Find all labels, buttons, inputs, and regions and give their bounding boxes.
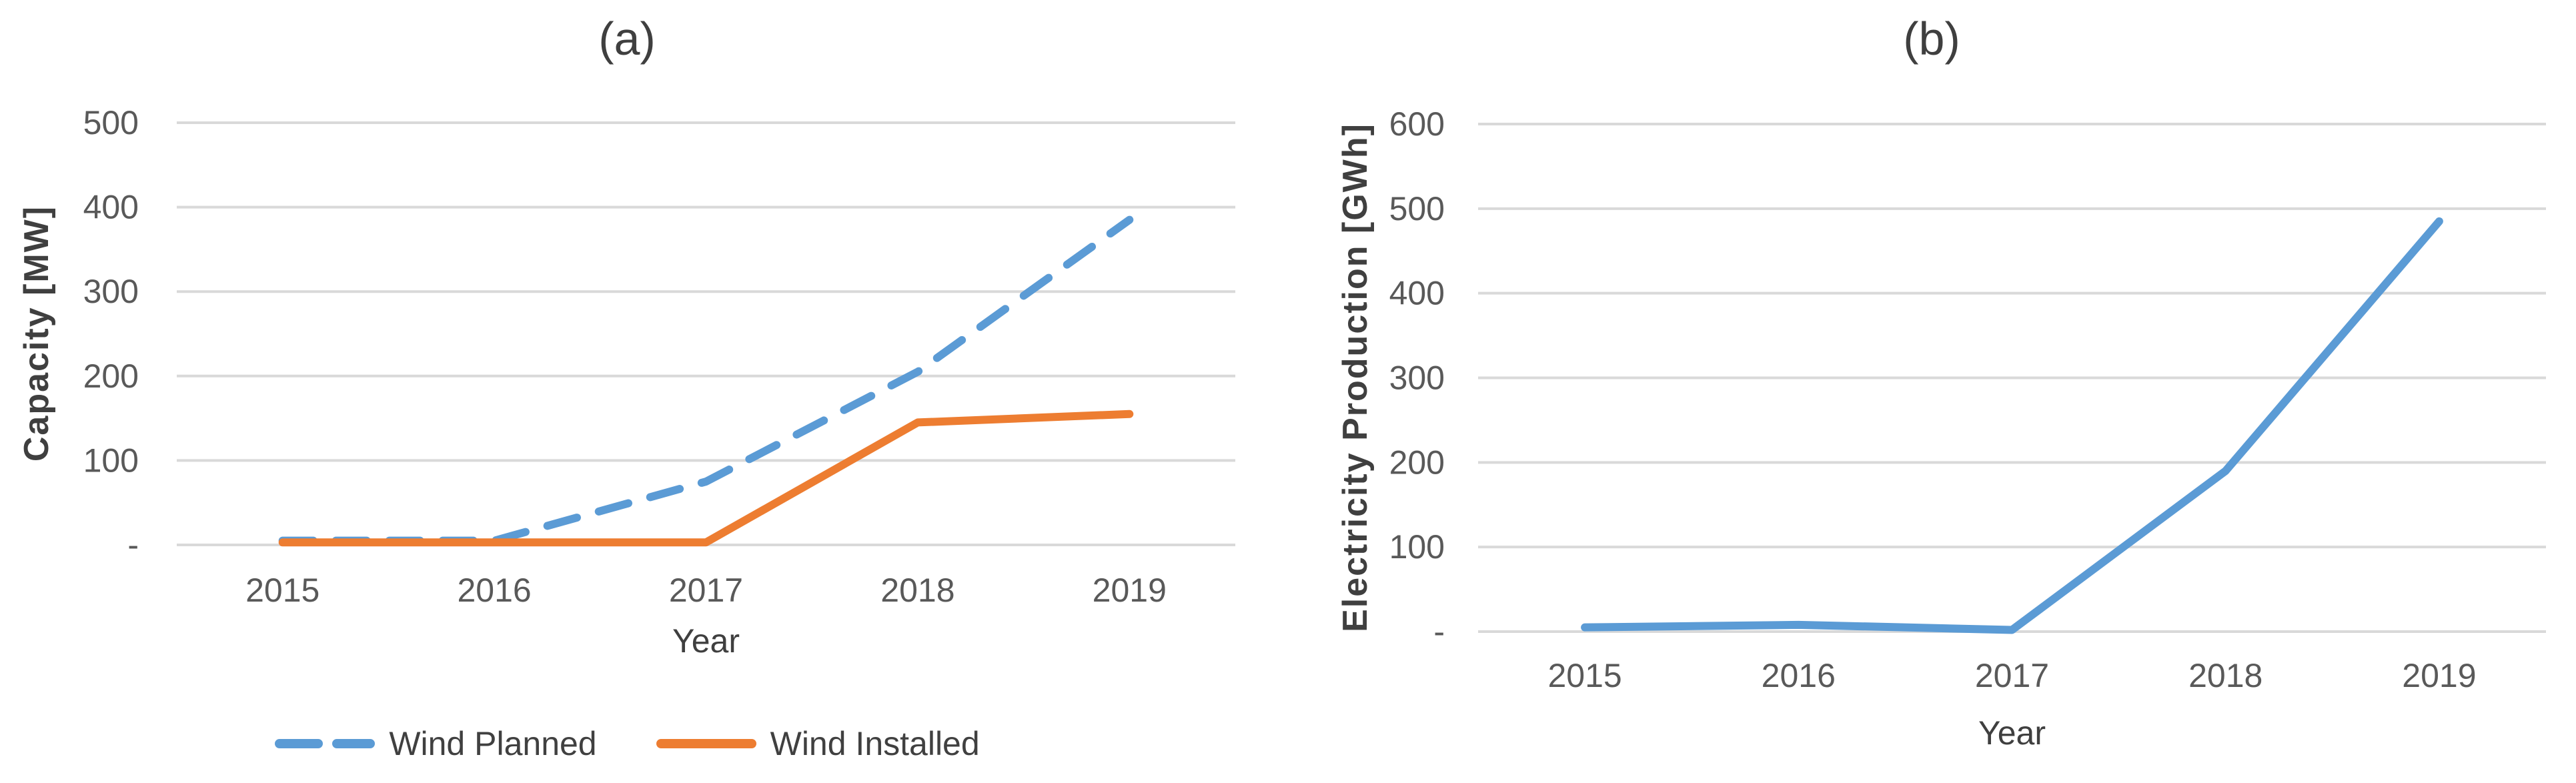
legend-wind-installed-line-swatch-icon xyxy=(656,739,756,748)
x-tick-label-2017: 2017 xyxy=(669,572,743,609)
legend-label: Wind Planned xyxy=(389,725,597,762)
legend-item-wind-planned: Wind Planned xyxy=(274,724,597,763)
y-tick-label-400: 400 xyxy=(83,189,139,226)
x-tick-label-2015: 2015 xyxy=(245,572,319,609)
legend-label: Wind Installed xyxy=(770,725,980,762)
x-tick-label-2016: 2016 xyxy=(457,572,531,609)
y-tick-label-600: 600 xyxy=(1389,105,1445,143)
y-tick-label-0: - xyxy=(127,526,139,564)
chart-a-legend: Wind Planned Wind Installed xyxy=(0,720,1254,767)
y-tick-label-500: 500 xyxy=(83,104,139,141)
series-line-wind-planned xyxy=(278,215,1134,545)
legend-item-wind-installed: Wind Installed xyxy=(656,724,980,763)
chart-a-plot-area: - 100 200 300 400 500 2015 2016 2017 2018 2019 xyxy=(83,104,1235,609)
x-tick-label-2017: 2017 xyxy=(1975,657,2049,694)
series-line-b-0 xyxy=(1581,217,2443,634)
y-tick-label-200: 200 xyxy=(1389,444,1445,481)
x-tick-label-2016: 2016 xyxy=(1762,657,1836,694)
chart-a: (a) Capacity [MW] -100 200 300 400 500 2015 20… xyxy=(0,0,1254,783)
y-tick-label-200: 200 xyxy=(83,357,139,395)
y-tick-label-100: 100 xyxy=(1389,528,1445,566)
y-tick-label-300: 300 xyxy=(1389,359,1445,397)
chart-b-plot-area: - 100 200 300 400 500 600 2015 2016 2017 2018 2019 xyxy=(1389,105,2546,694)
chart-b-x-axis-title: Year xyxy=(1978,714,2046,752)
legend-wind-planned-line-swatch-icon xyxy=(275,739,376,748)
x-tick-label-2015: 2015 xyxy=(1547,657,1622,694)
x-tick-label-2018: 2018 xyxy=(2188,657,2263,694)
y-tick-label-300: 300 xyxy=(83,273,139,310)
chart-b: (b) Electricity Production [GWh] -100 200… xyxy=(1301,0,2563,783)
y-tick-label-500: 500 xyxy=(1389,190,1445,227)
x-tick-label-2019: 2019 xyxy=(1093,572,1167,609)
chart-a-x-axis-title: Year xyxy=(672,622,740,660)
series-line-wind-installed xyxy=(278,410,1134,547)
x-tick-label-2019: 2019 xyxy=(2402,657,2476,694)
y-tick-label-100: 100 xyxy=(83,442,139,479)
chart-a-title: (a) xyxy=(598,13,656,65)
x-tick-label-2018: 2018 xyxy=(880,572,954,609)
chart-b-title: (b) xyxy=(1903,13,1960,65)
y-tick-label-400: 400 xyxy=(1389,275,1445,312)
y-tick-label-0: - xyxy=(1433,613,1445,650)
